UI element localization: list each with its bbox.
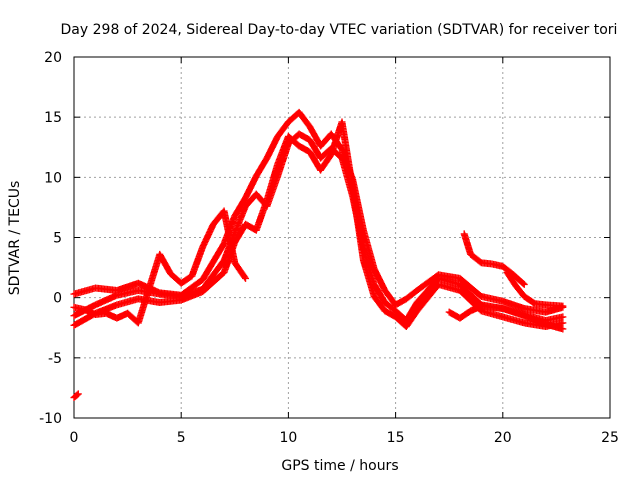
- axis-ticks: 0 5 10 15 20 25 -10 -5 0 5 10 15 20: [39, 50, 619, 446]
- series-trace-7: [503, 268, 567, 310]
- y-tick-label: 5: [53, 231, 62, 247]
- y-tick-label: 15: [44, 110, 62, 126]
- y-tick-label: -10: [39, 411, 62, 427]
- x-tick-label: 10: [279, 430, 297, 446]
- data-points: [70, 108, 567, 402]
- series-trace-4: [70, 207, 250, 327]
- x-tick-label: 25: [601, 430, 619, 446]
- x-tick-label: 5: [177, 430, 186, 446]
- marker-trail: [71, 391, 81, 401]
- series-trace-5: [460, 230, 528, 288]
- series-trace-8: [70, 390, 82, 402]
- y-tick-label: 0: [53, 291, 62, 307]
- x-tick-label: 20: [494, 430, 512, 446]
- y-tick-label: -5: [48, 351, 62, 367]
- marker-trail: [72, 208, 249, 326]
- x-tick-label: 0: [70, 430, 79, 446]
- series-trace-6: [445, 302, 567, 333]
- chart-title: Day 298 of 2024, Sidereal Day-to-day VTE…: [61, 22, 618, 38]
- grid-lines: [74, 57, 610, 418]
- x-tick-label: 15: [387, 430, 405, 446]
- y-axis-label: SDTVAR / TECUs: [7, 181, 23, 296]
- y-tick-label: 10: [44, 170, 62, 186]
- marker-trail: [504, 270, 565, 310]
- series-trace-3: [70, 118, 567, 331]
- marker-trail: [447, 302, 565, 333]
- y-tick-label: 20: [44, 50, 62, 66]
- marker-trail: [71, 119, 565, 330]
- x-axis-label: GPS time / hours: [281, 458, 398, 474]
